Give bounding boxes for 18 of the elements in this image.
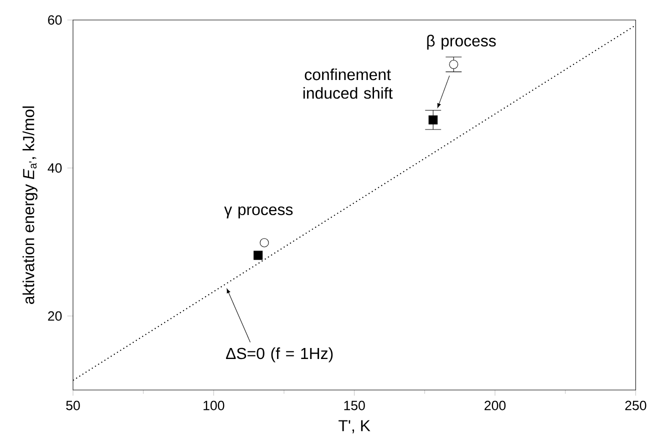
annotation: confinement induced shift: [303, 68, 393, 99]
point: [260, 238, 269, 248]
x-axis-title: T', K: [338, 420, 370, 434]
x-tick-label: 50: [66, 400, 80, 410]
x-tick-label: 250: [625, 400, 646, 410]
point: [428, 115, 438, 124]
y-tick-label: 20: [48, 311, 62, 321]
x-tick-label: 200: [484, 400, 506, 410]
annotation: β process: [427, 34, 496, 50]
point: [254, 250, 263, 260]
annotation: ΔS=0 (f = 1Hz): [226, 347, 333, 362]
y-tick-label: 40: [48, 163, 62, 173]
x-tick-label: 100: [204, 400, 224, 410]
y-axis-title: aktivation energy E$_{a'}$, kJ/mol: [22, 106, 38, 304]
x-tick-label: 150: [344, 400, 365, 410]
annotation: γ process: [224, 206, 293, 218]
point: [449, 60, 458, 69]
y-tick-label: 60: [48, 15, 62, 25]
